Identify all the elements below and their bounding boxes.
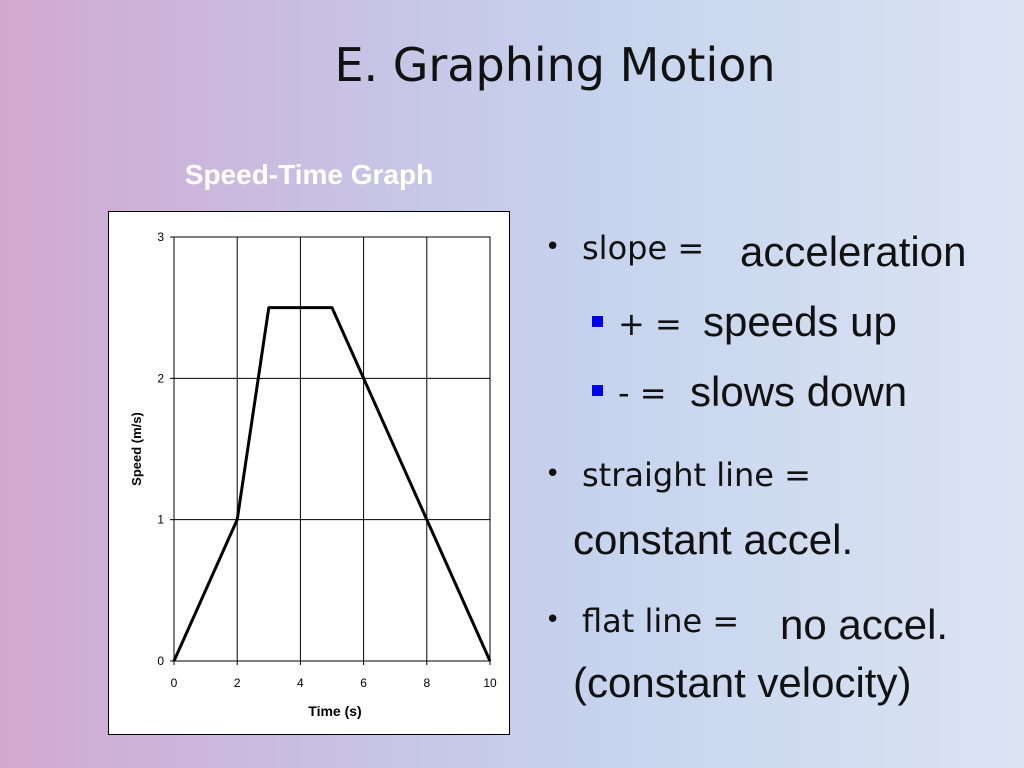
chart-title: Speed-Time Graph [184, 159, 434, 190]
plot-area [173, 236, 491, 662]
y-tick-label: 2 [157, 371, 164, 385]
slide-title: E. Graphing Motion [334, 38, 776, 92]
bullet-straight-lead: straight line = [582, 456, 811, 494]
square-bullet-icon [592, 316, 603, 327]
bullet-slope-lead: slope = [582, 229, 705, 267]
y-tick-label: 0 [157, 654, 164, 668]
chart-svg: 0 1 2 3 0 2 4 6 8 10 Time (s) Speed (m/s) [129, 230, 497, 719]
speed-time-chart: 0 1 2 3 0 2 4 6 8 10 Time (s) Speed (m/s) [108, 211, 510, 735]
y-tick-label: 1 [157, 513, 164, 527]
x-tick-label: 0 [171, 676, 178, 690]
x-axis-label: Time (s) [308, 703, 361, 719]
x-tick-label: 2 [234, 676, 241, 690]
bullet-minus-value: slows down [690, 368, 908, 415]
speed-series-line [172, 306, 492, 662]
bullet-dot: • [545, 605, 561, 635]
bullet-straight-value: constant accel. [573, 516, 854, 563]
bullet-dot: • [545, 459, 561, 489]
x-tick-label: 10 [483, 676, 497, 690]
bullet-flat-value-2: (constant velocity) [573, 659, 912, 706]
x-tick-label: 8 [423, 676, 430, 690]
x-tick-label: 4 [297, 676, 304, 690]
bullet-plus-lead: + = [618, 305, 682, 343]
bullet-flat-value: no accel. [780, 601, 949, 648]
bullet-dot: • [545, 232, 561, 262]
square-bullet-icon [592, 385, 603, 396]
bullet-minus-lead: - = [618, 374, 667, 412]
bullet-flat-lead: flat line = [582, 602, 740, 640]
x-tick-label: 6 [360, 676, 367, 690]
y-tick-label: 3 [157, 230, 164, 244]
bullet-plus-value: speeds up [703, 298, 897, 345]
bullet-slope-value: acceleration [740, 228, 967, 275]
y-axis-label: Speed (m/s) [129, 412, 144, 486]
